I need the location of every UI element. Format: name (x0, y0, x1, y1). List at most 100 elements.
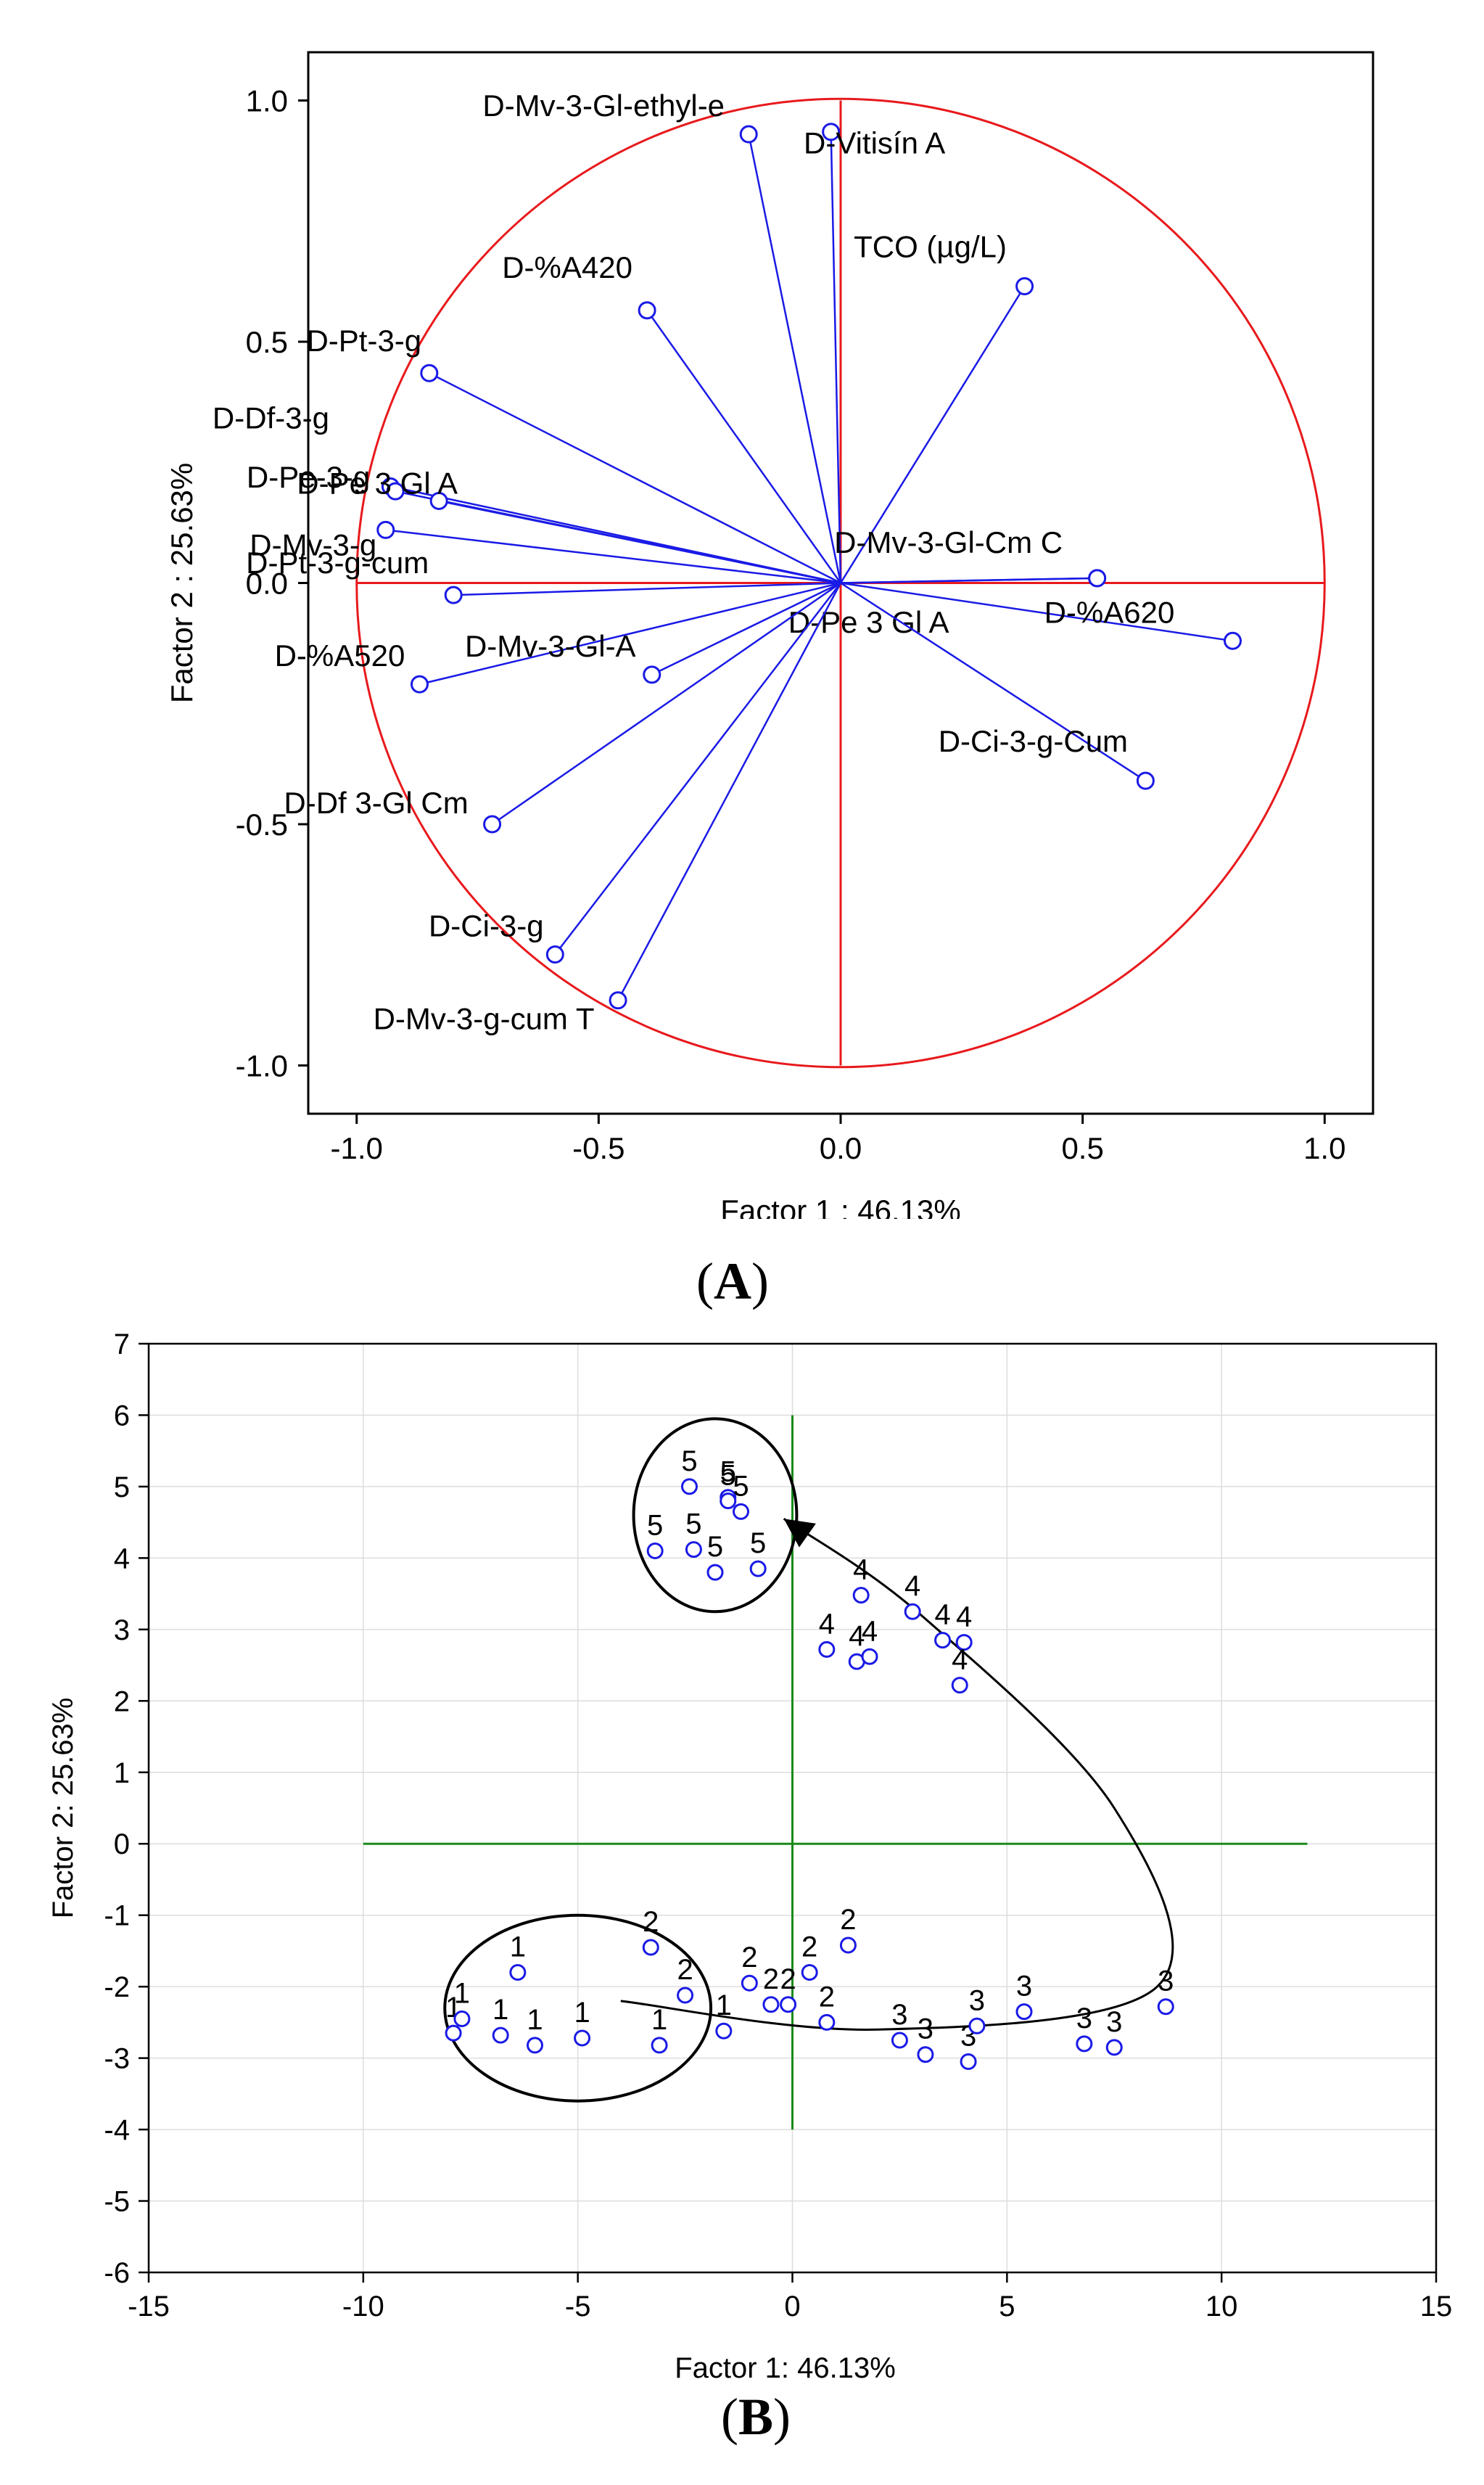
score-point-label: 4 (819, 1608, 835, 1640)
loading-vector (840, 582, 1147, 782)
score-point (951, 1677, 968, 1694)
y-tick-label: 5 (114, 1471, 130, 1503)
score-point (818, 2013, 836, 2031)
score-point-label: 5 (647, 1510, 663, 1542)
score-point-label: 4 (849, 1620, 865, 1652)
y-tick-label: 6 (114, 1400, 130, 1432)
loading-vector (840, 582, 1233, 642)
score-point (904, 1603, 921, 1620)
score-point (1015, 2003, 1033, 2021)
x-tick-label: 0.0 (820, 1131, 862, 1165)
loading-point-label: D-%A420 (502, 250, 632, 284)
score-point-label: 1 (574, 1997, 590, 2029)
score-point (955, 1634, 973, 1651)
loading-point-label: D-Df 3-Gl Cm (284, 786, 468, 820)
loading-point-label: D-Pt-3-g (306, 324, 421, 358)
score-point (651, 2037, 668, 2054)
y-tick-label: -1 (104, 1900, 130, 1932)
loading-point-label: D-%A520 (275, 638, 405, 673)
score-point (677, 1987, 694, 2004)
score-point (801, 1963, 818, 1981)
y-tick-label: 4 (114, 1543, 130, 1574)
loading-point (643, 665, 661, 684)
score-point-label: 4 (934, 1599, 950, 1631)
y-axis-label: Factor 2 : 25.63% (165, 463, 199, 704)
y-tick-label: 0.0 (246, 567, 288, 601)
y-tick-label: -6 (104, 2257, 130, 2289)
loading-point (822, 123, 841, 141)
score-point-label: 3 (1106, 2006, 1122, 2038)
loading-point-label: D-Ci-3-g (429, 909, 544, 943)
loading-point (483, 815, 502, 834)
loading-vector (453, 582, 841, 596)
score-point (681, 1478, 698, 1495)
loading-point-label: D-Df-3-g (213, 401, 329, 435)
loading-vector (747, 134, 842, 583)
loading-point-label: D-Pe 3 Gl A (788, 605, 949, 639)
x-tick-label: -15 (128, 2291, 170, 2322)
y-tick-label: -1.0 (236, 1049, 288, 1083)
x-tick-label: 0 (784, 2291, 800, 2322)
score-point (646, 1543, 664, 1560)
panel-label-a: (A) (696, 1252, 769, 1310)
y-tick-label: -2 (104, 1971, 130, 2003)
score-point-label: 1 (716, 1989, 732, 2021)
loading-vector (429, 372, 841, 584)
loading-vector (491, 582, 841, 826)
loading-point-label: D-Ci-3-g-Cum (939, 724, 1128, 758)
score-point (818, 1640, 836, 1658)
score-point (642, 1939, 659, 1956)
score-point-label: 1 (527, 2004, 543, 2036)
y-axis-label: Factor 2: 25.63% (47, 1698, 79, 1919)
score-point (934, 1632, 952, 1649)
loading-point-label: D-%A620 (1044, 595, 1175, 629)
y-tick-label: 0 (114, 1828, 130, 1860)
score-point (852, 1587, 870, 1604)
score-point-label: 2 (819, 1981, 835, 2013)
score-point (861, 1648, 878, 1665)
score-point (574, 2029, 591, 2047)
loading-point (420, 363, 439, 382)
score-point-label: 1 (492, 1994, 508, 2026)
loading-vector (651, 582, 841, 675)
score-point (1076, 2035, 1093, 2053)
score-point (960, 2053, 977, 2071)
loading-point (1088, 569, 1107, 588)
y-tick-label: -0.5 (236, 808, 288, 842)
loading-point-label: D-Pe-3-g (247, 460, 370, 494)
y-tick-label: 7 (114, 1328, 130, 1360)
score-point-label: 3 (891, 1999, 907, 2031)
loading-point-label: D-Mv-3-Gl-ethyl-e (482, 89, 725, 123)
loading-vector (840, 577, 1097, 584)
loading-point (376, 520, 395, 539)
loading-vector (839, 285, 1026, 584)
panel-label-b: (B) (721, 2388, 791, 2446)
loading-vector (419, 582, 841, 686)
loading-point-label: D-Mv-3-Gl-Cm C (834, 525, 1063, 559)
loading-point (410, 675, 429, 694)
score-point-label: 4 (904, 1570, 920, 1602)
score-point-label: 5 (750, 1527, 766, 1559)
score-point-label: 2 (677, 1954, 693, 1986)
score-point (706, 1564, 724, 1581)
loading-point (545, 945, 564, 964)
x-axis-label: Factor 1: 46.13% (675, 2352, 896, 2384)
score-point (780, 1996, 797, 2013)
score-point-label: 3 (1076, 2003, 1092, 2034)
loading-point-label: D-Vitisín A (804, 126, 945, 160)
x-tick-label: 5 (999, 2291, 1015, 2322)
score-point-label: 4 (952, 1644, 968, 1676)
y-tick-label: -4 (104, 2114, 130, 2146)
y-tick-label: 3 (114, 1614, 130, 1646)
x-tick-label: 1.0 (1303, 1131, 1345, 1165)
score-point (749, 1560, 767, 1577)
loading-vector (646, 310, 842, 584)
loading-point-label: D-Mv-3-Gl-A (465, 629, 636, 663)
score-point (839, 1936, 857, 1954)
score-point (445, 2024, 462, 2042)
x-tick-label: 0.5 (1061, 1131, 1103, 1165)
score-point-label: 4 (862, 1615, 878, 1647)
score-point-label: 5 (720, 1456, 736, 1488)
score-point-label: 2 (780, 1963, 796, 1995)
